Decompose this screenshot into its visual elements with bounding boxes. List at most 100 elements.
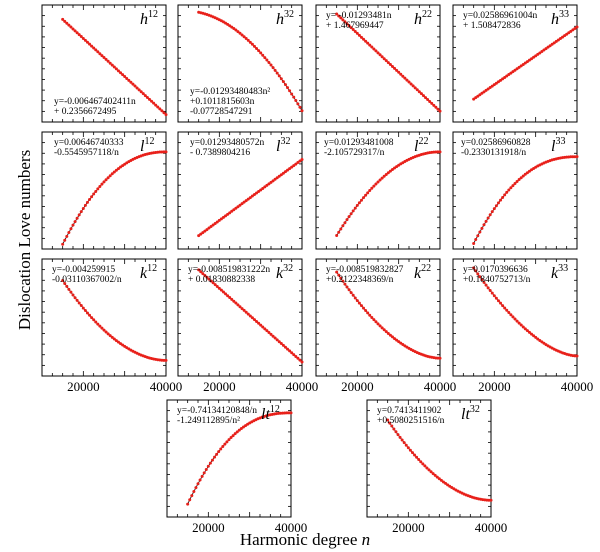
series-label-sup: 12	[147, 263, 157, 274]
data-point	[573, 155, 577, 159]
data-point	[90, 195, 94, 199]
data-point	[94, 189, 98, 193]
data-point	[85, 311, 89, 315]
data-point	[362, 306, 366, 310]
data-point	[102, 56, 106, 59]
panel-l33: l33 y=0.02586960828-0.2330131918/n	[452, 131, 579, 250]
data-point	[96, 187, 100, 191]
data-point	[364, 309, 368, 313]
equation-line: -0.07728547291	[190, 107, 253, 117]
data-point	[73, 220, 77, 224]
data-point	[92, 46, 96, 50]
equation-line: y=0.01293480572n	[190, 138, 264, 148]
data-point	[239, 427, 243, 431]
data-point	[527, 330, 531, 334]
data-point	[116, 167, 120, 171]
data-point	[158, 107, 162, 111]
data-point	[499, 198, 503, 202]
data-point	[210, 458, 214, 462]
data-point	[288, 89, 292, 93]
data-point	[242, 200, 246, 204]
data-point	[160, 109, 164, 113]
data-point	[366, 311, 370, 315]
data-point	[472, 241, 476, 245]
data-point	[265, 58, 269, 62]
data-point	[71, 223, 75, 227]
data-point	[536, 337, 540, 341]
data-point	[199, 270, 203, 274]
data-point	[286, 168, 290, 172]
data-point	[436, 150, 440, 154]
data-point	[246, 312, 250, 316]
data-point	[219, 288, 223, 292]
data-point	[209, 279, 213, 283]
data-point	[213, 221, 217, 225]
equation-line: -1.249112895/n²	[177, 416, 240, 426]
data-point	[532, 334, 536, 338]
data-point	[376, 322, 380, 326]
data-point	[349, 26, 353, 30]
data-point	[290, 351, 294, 355]
equation-line: y=-0.008519831222n	[188, 265, 270, 275]
data-point	[419, 92, 423, 96]
panel-frame	[177, 131, 303, 250]
data-point	[298, 159, 302, 163]
data-point	[154, 103, 158, 107]
data-point	[355, 299, 359, 303]
series-label-sup: 32	[284, 9, 294, 20]
data-point	[228, 211, 232, 215]
data-point	[267, 331, 271, 335]
data-point	[370, 186, 374, 190]
data-point	[283, 345, 287, 349]
equation-line: y=-0.74134120848/n	[177, 406, 257, 416]
data-point	[362, 37, 366, 41]
data-point	[164, 150, 168, 154]
data-point	[294, 354, 298, 358]
data-point	[492, 207, 496, 211]
data-point	[61, 242, 65, 246]
data-point	[286, 347, 290, 351]
data-point	[98, 324, 102, 328]
data-point	[411, 84, 415, 88]
data-point	[246, 38, 250, 42]
data-point	[221, 215, 225, 219]
data-point	[407, 80, 411, 84]
data-point	[156, 105, 160, 109]
data-point	[123, 75, 127, 79]
series-label: lt32	[461, 404, 480, 423]
data-point	[94, 48, 98, 52]
data-point	[507, 311, 511, 315]
data-point	[476, 272, 480, 276]
data-point	[384, 172, 388, 176]
data-point	[248, 196, 252, 200]
data-point	[67, 23, 71, 27]
data-point	[513, 317, 517, 321]
data-point	[203, 229, 207, 233]
equation-line: y=0.01293481008	[324, 138, 394, 148]
panel-frame	[177, 4, 303, 123]
data-point	[196, 482, 200, 486]
data-point	[250, 42, 254, 46]
x-tick-label: 20000	[341, 379, 374, 394]
panel-l22: l22 y=0.01293481008-2.105729317/n	[315, 131, 442, 250]
series-label-base: k	[140, 265, 148, 282]
data-point	[81, 306, 85, 310]
data-point	[259, 188, 263, 192]
data-point	[202, 471, 206, 475]
data-point	[345, 285, 349, 289]
data-point	[255, 191, 259, 195]
data-point	[353, 29, 357, 33]
data-point	[515, 319, 519, 323]
data-point	[433, 473, 437, 477]
data-point	[205, 228, 209, 232]
data-point	[337, 230, 341, 234]
data-point	[135, 86, 139, 90]
equation-line: - 0.7389804216	[190, 148, 250, 158]
series-label-sup: 32	[280, 136, 290, 147]
panel-frame	[315, 4, 441, 123]
data-point	[112, 65, 116, 69]
series-label-sup: 12	[144, 136, 154, 147]
data-point	[259, 51, 263, 55]
data-point	[335, 12, 339, 16]
data-point	[394, 430, 398, 434]
